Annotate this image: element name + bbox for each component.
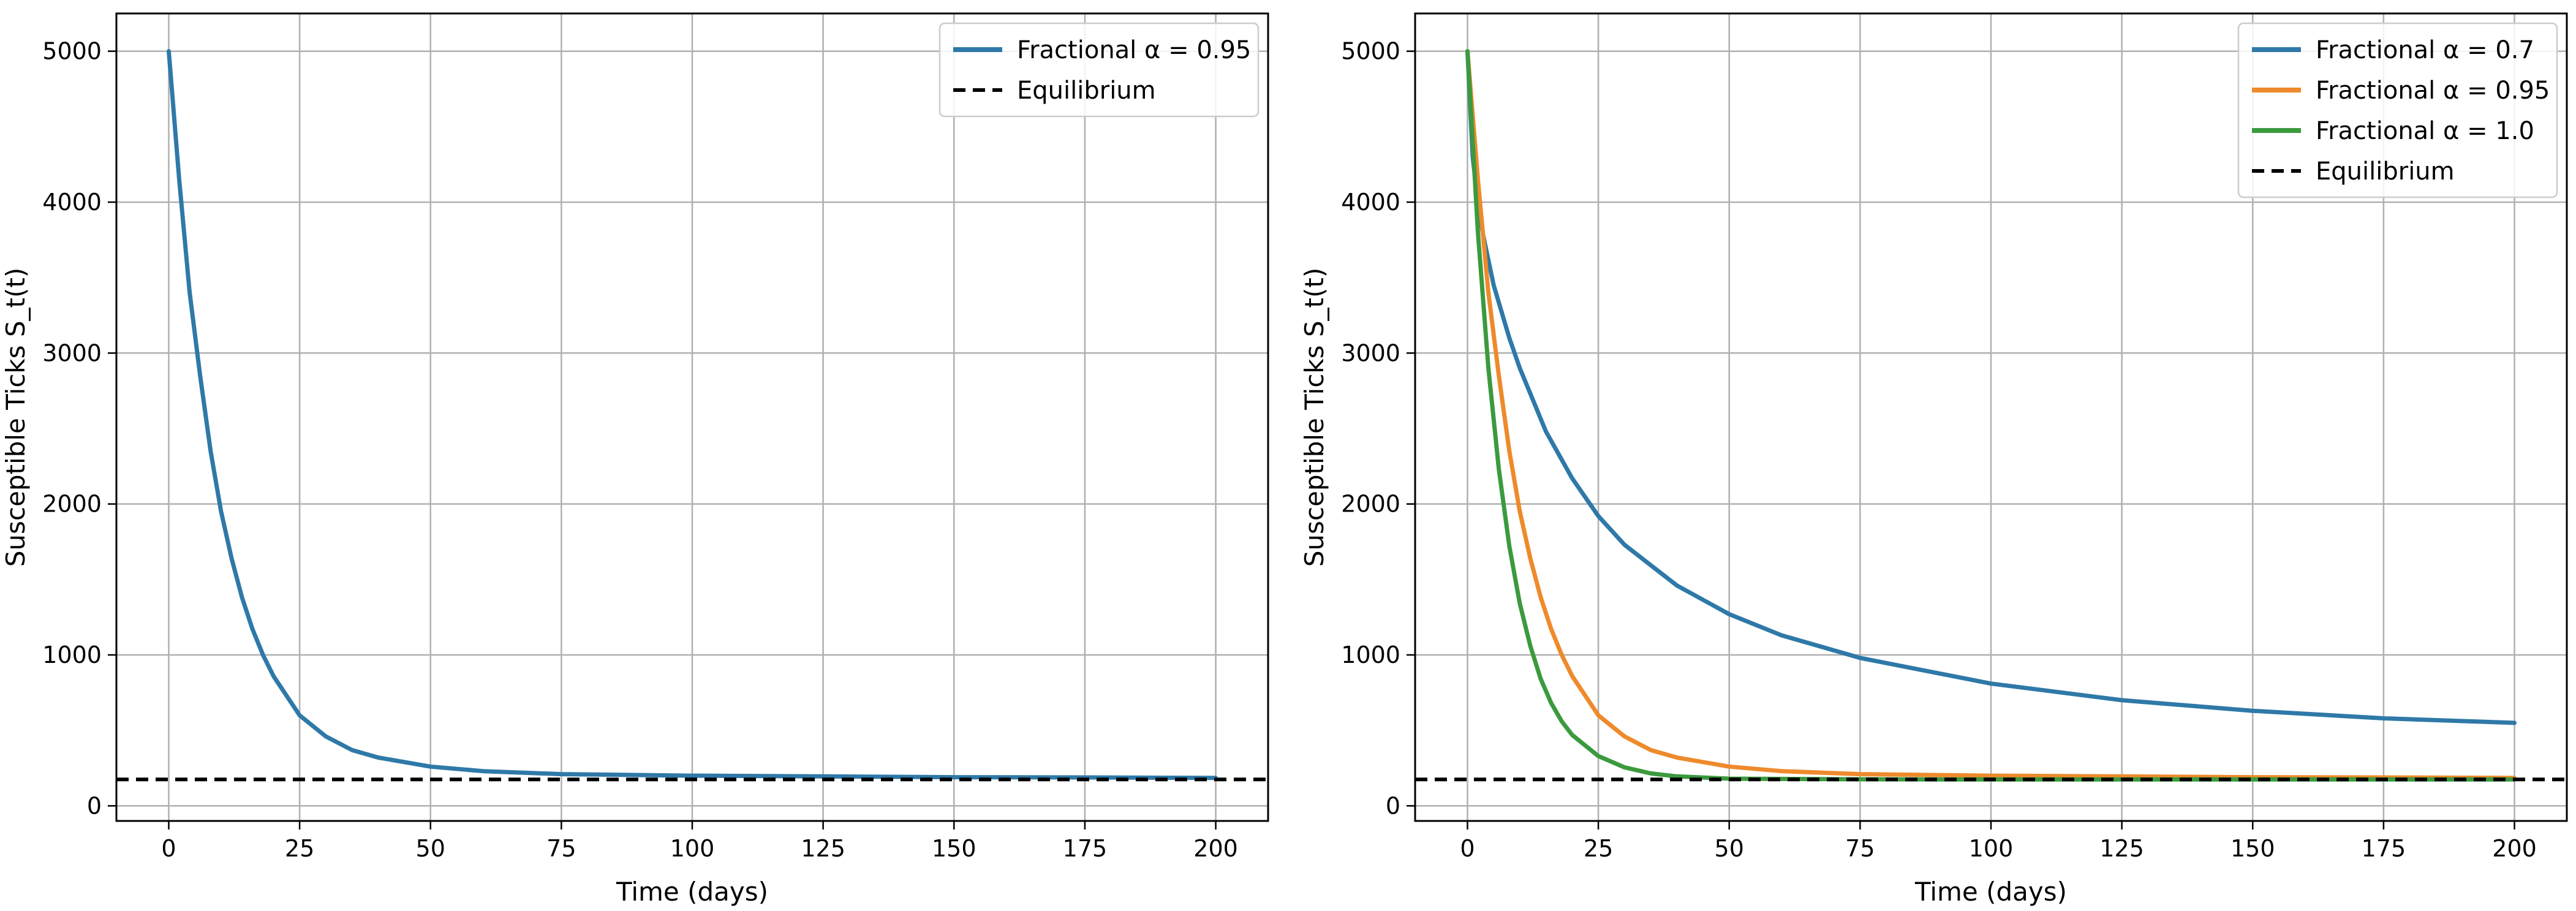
y-axis-label: Susceptible Ticks S_t(t) [1, 268, 31, 567]
legend-entry: Equilibrium [1017, 77, 1156, 105]
x-tick-label: 75 [1845, 835, 1875, 862]
x-axis-label: Time (days) [616, 877, 768, 907]
x-tick-label: 175 [2362, 835, 2406, 862]
x-tick-label: 0 [1460, 835, 1475, 862]
y-tick-label: 5000 [1341, 38, 1400, 65]
legend-entry: Fractional α = 0.7 [2316, 36, 2534, 64]
x-tick-label: 50 [1715, 835, 1744, 862]
y-tick-label: 0 [1386, 792, 1400, 819]
y-tick-label: 1000 [42, 641, 102, 668]
x-tick-label: 25 [285, 835, 314, 862]
legend [2237, 22, 2558, 198]
y-tick-label: 4000 [42, 189, 102, 216]
x-tick-label: 200 [2492, 835, 2537, 862]
x-tick-label: 150 [2230, 835, 2275, 862]
legend [939, 22, 1260, 118]
right-chart: 0 25 50 75 100 125 150 175 200010002000300040005… [1299, 12, 2568, 907]
x-tick-label: 100 [670, 835, 715, 862]
x-tick-label: 25 [1584, 835, 1613, 862]
x-tick-label: 125 [801, 835, 845, 862]
y-tick-label: 3000 [42, 339, 102, 366]
y-axis-label: Susceptible Ticks S_t(t) [1299, 268, 1329, 567]
y-tick-label: 4000 [1341, 189, 1400, 216]
y-tick-label: 3000 [1341, 339, 1400, 366]
x-tick-label: 75 [546, 835, 576, 862]
x-tick-label: 100 [1969, 835, 2014, 862]
y-tick-label: 0 [87, 792, 102, 819]
x-tick-label: 125 [2099, 835, 2144, 862]
y-tick-label: 5000 [42, 38, 102, 65]
x-tick-label: 200 [1193, 835, 1238, 862]
legend-entry: Fractional α = 1.0 [2316, 117, 2534, 145]
x-tick-label: 175 [1063, 835, 1108, 862]
series-line-1 [1465, 49, 2517, 781]
legend-entry: Fractional α = 0.95 [1017, 36, 1251, 64]
y-tick-label: 2000 [1341, 491, 1400, 518]
legend-entry: Fractional α = 0.95 [2316, 77, 2550, 105]
x-tick-label: 150 [932, 835, 976, 862]
x-tick-label: 0 [161, 835, 176, 862]
x-axis-label: Time (days) [1914, 877, 2067, 907]
x-tick-label: 50 [416, 835, 445, 862]
legend-entry: Equilibrium [2316, 157, 2455, 186]
y-tick-label: 1000 [1341, 641, 1400, 668]
left-chart: 0 25 50 75 100 125 150 175 200010002000300040005… [1, 12, 1269, 907]
y-tick-label: 2000 [42, 491, 102, 518]
series-line-0 [167, 49, 1218, 781]
